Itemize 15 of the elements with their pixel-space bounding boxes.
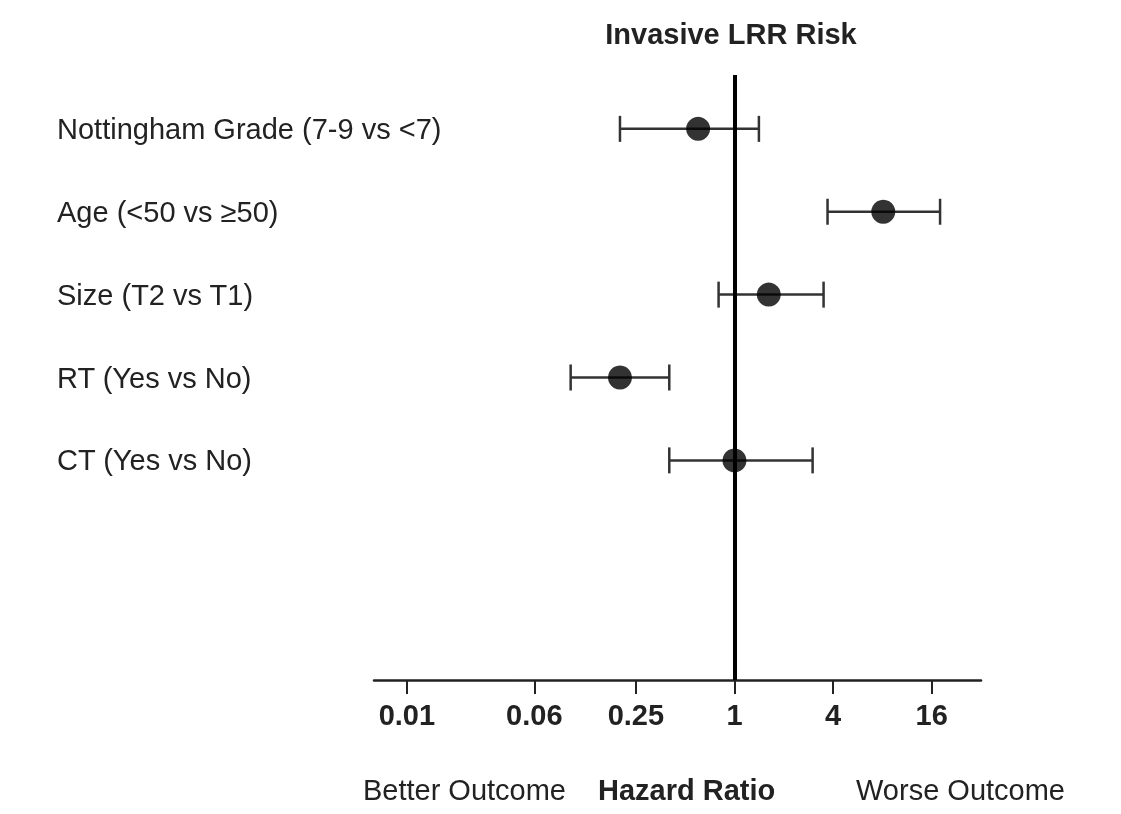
x-tick-label: 0.25 [607,698,665,731]
y-tick-label: Age (<50 vs ≥50) [57,195,279,228]
y-tick-label: Nottingham Grade (7-9 vs <7) [57,112,442,145]
y-tick-label: RT (Yes vs No) [57,361,252,394]
x-tick-label: 0.01 [378,698,436,731]
x-tick-label: 0.06 [506,698,563,731]
x-tick-label: 16 [915,698,948,731]
x-tick-label: 1 [726,698,743,731]
y-tick-label: Size (T2 vs T1) [57,278,254,311]
text: Better Outcome [362,773,567,806]
text: Worse Outcome [856,773,1065,806]
x-tick-label: 4 [825,698,842,731]
y-tick-label: CT (Yes vs No) [57,444,252,477]
x-axis-title: Hazard Ratio [598,773,776,806]
chart-title: Invasive LRR Risk [605,17,858,50]
